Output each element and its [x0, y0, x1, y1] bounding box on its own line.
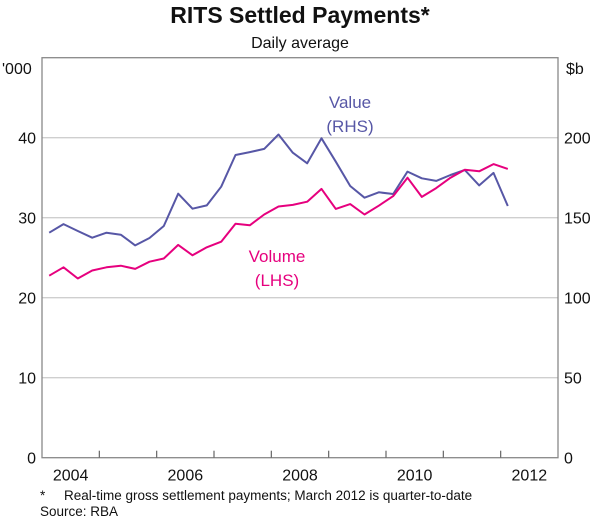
gridlines [42, 137, 558, 379]
y-tick-label-left: 10 [18, 371, 36, 388]
x-tick-label: 2012 [512, 468, 548, 485]
x-tick-label: 2008 [282, 468, 318, 485]
right-unit-label: $b [566, 61, 584, 78]
y-tick-label-left: 20 [18, 291, 36, 308]
x-tick-label: 2004 [53, 468, 89, 485]
x-tick-label: 2010 [397, 468, 433, 485]
chart-title: RITS Settled Payments* [170, 2, 430, 28]
volume-annotation-line1: Volume [249, 247, 306, 266]
source-note: Source: RBA [40, 504, 118, 519]
y-tick-label-left: 0 [27, 451, 36, 468]
series-lines [48, 133, 509, 280]
plot-frame [41, 57, 559, 459]
value-line [48, 133, 509, 247]
y-tick-label-left: 40 [18, 131, 36, 148]
y-tick-label-right: 150 [564, 211, 591, 228]
left-unit-label: '000 [2, 61, 32, 78]
volume-line [48, 163, 509, 280]
y-tick-label-right: 100 [564, 291, 591, 308]
value-annotation-line2: (RHS) [326, 117, 373, 136]
y-tick-label-right: 50 [564, 371, 582, 388]
axes: 0 0 10 50 20 100 30 150 40 200 2004 2006 2008 2010 201… [18, 57, 591, 485]
footnote: * Real-time gross settlement payments; M… [40, 488, 472, 503]
y-tick-label-right: 200 [564, 131, 591, 148]
y-tick-label-right: 0 [564, 451, 573, 468]
chart-subtitle: Daily average [251, 35, 349, 52]
x-tick-label: 2006 [168, 468, 204, 485]
volume-annotation-line2: (LHS) [255, 271, 299, 290]
value-annotation-line1: Value [329, 93, 371, 112]
y-tick-label-left: 30 [18, 211, 36, 228]
